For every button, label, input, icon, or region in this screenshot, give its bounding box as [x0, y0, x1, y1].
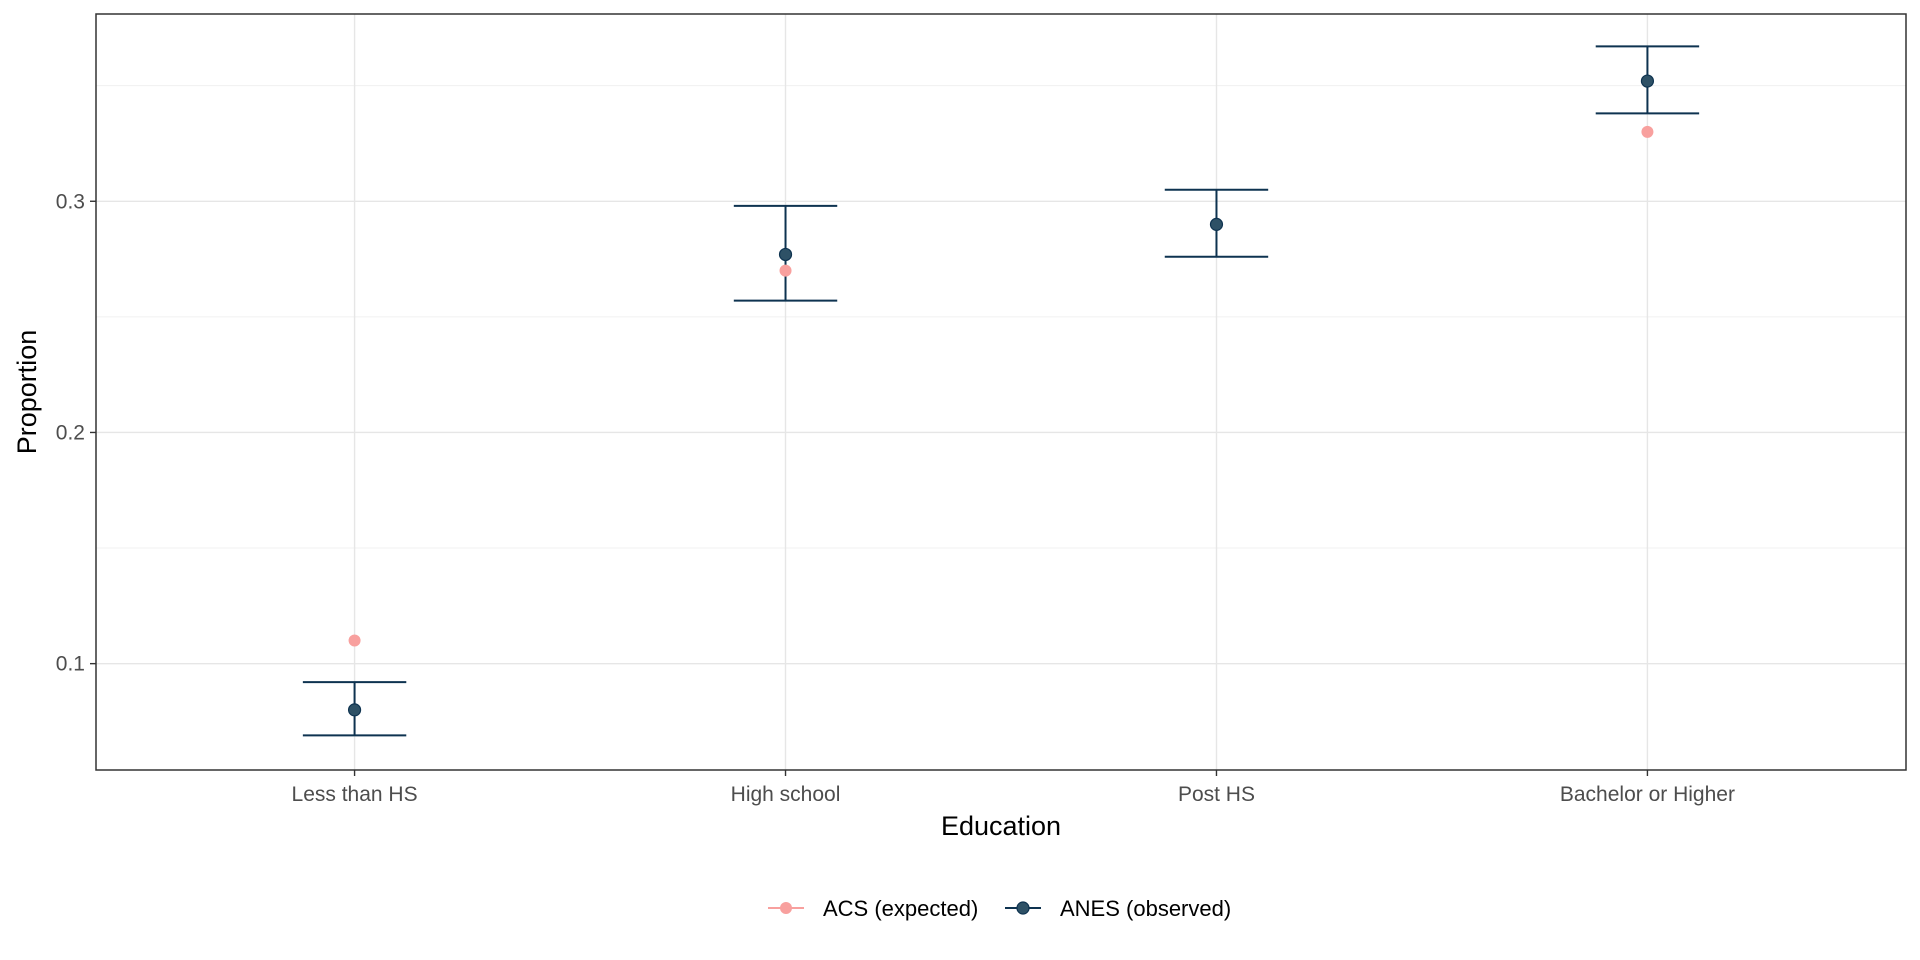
x-tick-label: Post HS — [1178, 783, 1255, 806]
x-tick-label: High school — [731, 783, 841, 806]
acs-point — [348, 634, 361, 647]
anes-point — [1640, 74, 1655, 88]
x-tick-label: Less than HS — [292, 783, 418, 806]
acs-point — [1641, 125, 1654, 138]
minor-gridlines — [96, 85, 1906, 549]
anes-point — [347, 703, 362, 717]
legend-label: ACS (expected) — [823, 896, 978, 921]
legend: ACS (expected) ANES (observed) — [768, 896, 1231, 921]
x-axis-title: Education — [941, 811, 1061, 841]
data-points — [347, 74, 1655, 717]
x-axis: Less than HS High school Post HS Bachelor o… — [292, 770, 1735, 806]
y-tick-label: 0.2 — [56, 421, 85, 444]
x-tick-label: Bachelor or Higher — [1560, 783, 1735, 806]
legend-item-anes: ANES (observed) — [1005, 896, 1231, 921]
y-axis-title: Proportion — [12, 330, 42, 455]
legend-item-acs: ACS (expected) — [768, 896, 978, 921]
y-tick-label: 0.3 — [56, 190, 85, 213]
legend-key-point — [780, 902, 792, 914]
anes-point — [1209, 217, 1224, 231]
anes-point — [778, 247, 793, 262]
legend-key-point — [1016, 901, 1030, 915]
y-tick-label: 0.1 — [56, 653, 85, 676]
plot-panel-border — [95, 13, 1907, 771]
acs-point — [779, 264, 792, 277]
legend-label: ANES (observed) — [1060, 896, 1231, 921]
y-axis: 0.1 0.2 0.3 — [56, 190, 96, 676]
